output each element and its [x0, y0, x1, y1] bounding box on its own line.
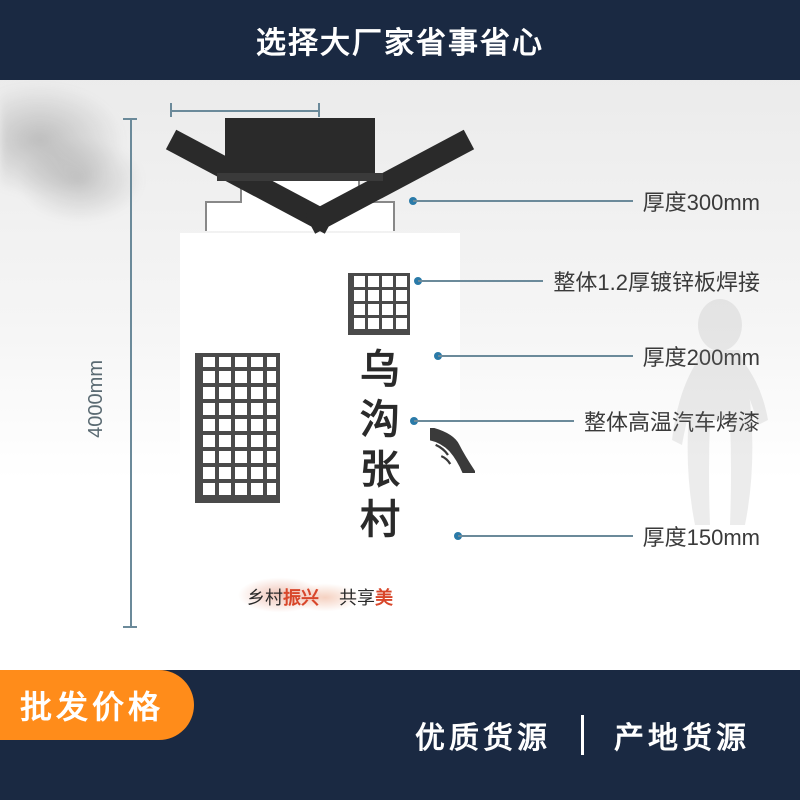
- callout-label: 厚度300mm: [643, 185, 760, 217]
- badge-text: 批发价格: [20, 682, 164, 728]
- height-dimension: [120, 118, 140, 628]
- sign-tagline: 乡村振兴 共享美: [200, 584, 440, 610]
- diagram-canvas: 4000mm 乌沟张村 乡村振兴 共享美 厚度300mm 整体1.2厚镀锌板焊接: [0, 80, 800, 670]
- person-silhouette: [660, 290, 780, 530]
- roof-top: [225, 118, 375, 173]
- footer-text-left: 优质货源: [415, 713, 551, 757]
- header-text: 选择大厂家省事省心: [256, 18, 544, 62]
- callout-thickness-300: 厚度300mm: [409, 185, 760, 217]
- tagline-1a: 乡村: [247, 588, 283, 608]
- header-banner: 选择大厂家省事省心: [0, 0, 800, 80]
- tagline-1b: 振兴: [283, 588, 319, 608]
- tagline-2a: 共享: [339, 588, 375, 608]
- footer-text-right: 产地货源: [614, 713, 750, 757]
- height-label: 4000mm: [85, 360, 108, 438]
- badge-wholesale: 批发价格: [0, 670, 194, 740]
- sign-title: 乌沟张村: [347, 348, 405, 548]
- footer-divider: [581, 715, 584, 755]
- width-dimension: [170, 100, 320, 120]
- tagline-2b: 美: [375, 588, 393, 608]
- lattice-window-large: [195, 353, 280, 503]
- lattice-window-small: [348, 273, 410, 335]
